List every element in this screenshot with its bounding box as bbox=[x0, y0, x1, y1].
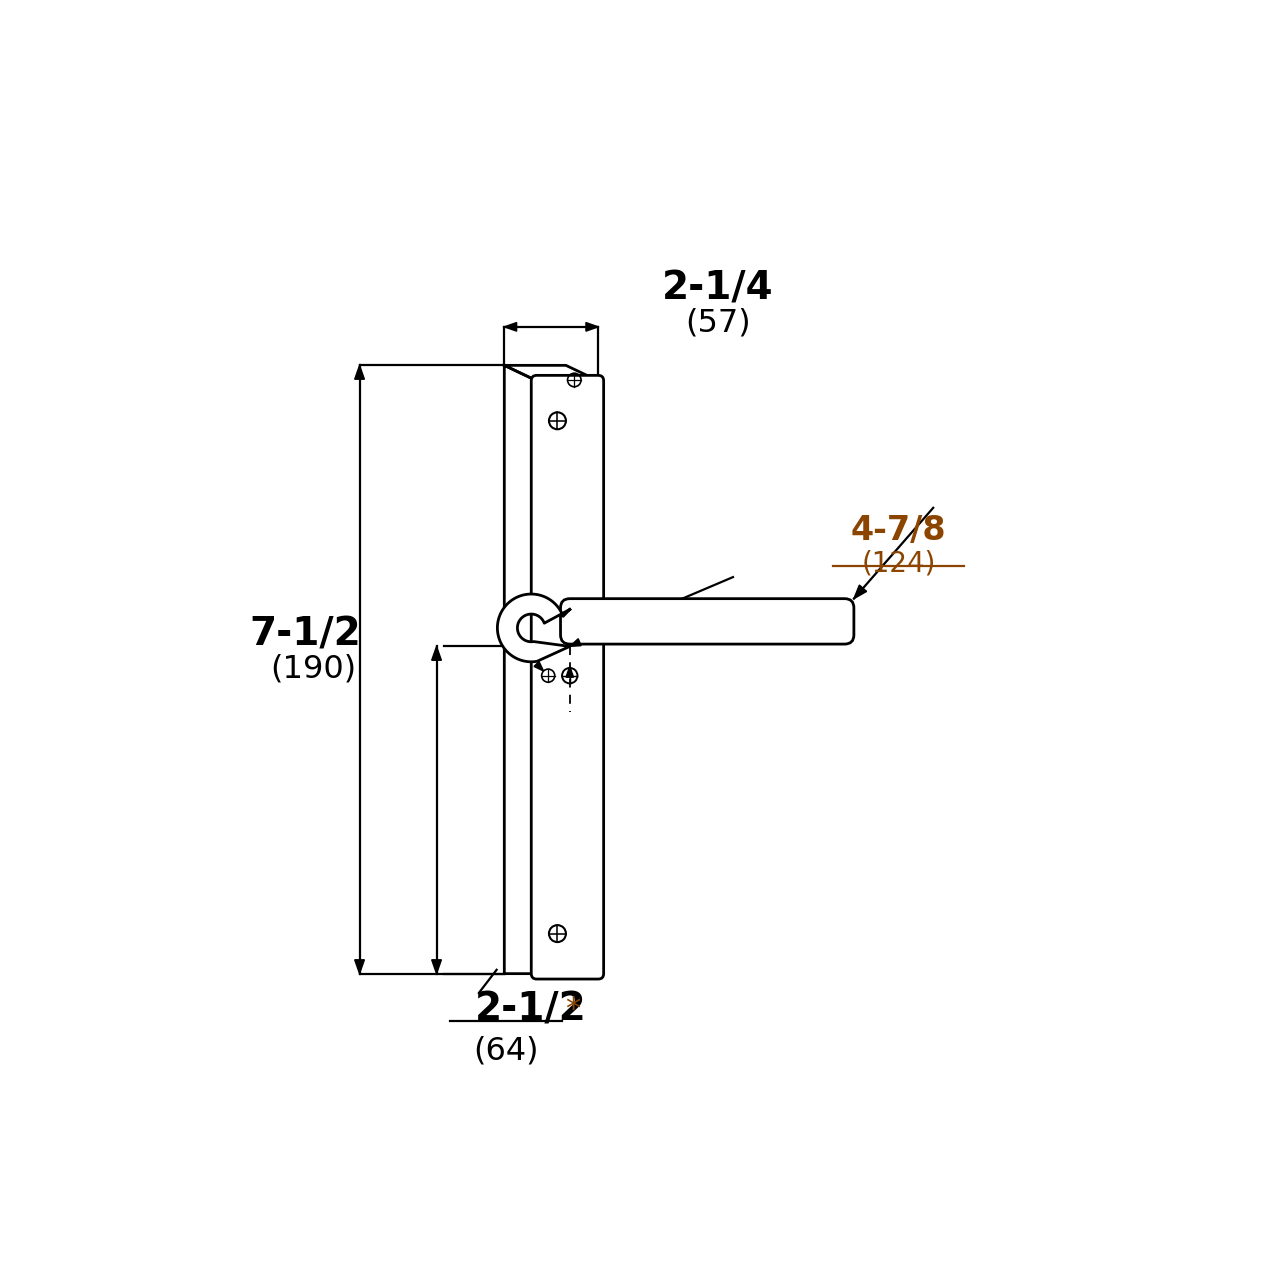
Text: (190): (190) bbox=[270, 654, 356, 685]
Polygon shape bbox=[498, 594, 570, 662]
Text: 4-7/8: 4-7/8 bbox=[851, 515, 946, 548]
Polygon shape bbox=[431, 960, 442, 974]
FancyBboxPatch shape bbox=[561, 599, 854, 644]
Polygon shape bbox=[355, 960, 365, 974]
Text: (124): (124) bbox=[861, 549, 936, 577]
Polygon shape bbox=[534, 662, 544, 671]
Polygon shape bbox=[566, 667, 573, 677]
FancyBboxPatch shape bbox=[531, 375, 604, 979]
Text: 2-1/4: 2-1/4 bbox=[662, 269, 773, 307]
Polygon shape bbox=[504, 323, 517, 332]
Polygon shape bbox=[504, 365, 598, 380]
Polygon shape bbox=[431, 646, 442, 660]
Text: 7-1/2: 7-1/2 bbox=[250, 616, 361, 654]
Polygon shape bbox=[504, 365, 536, 974]
Polygon shape bbox=[854, 585, 867, 599]
Text: *: * bbox=[566, 996, 580, 1024]
Text: (64): (64) bbox=[474, 1036, 539, 1066]
Text: (57): (57) bbox=[685, 307, 750, 338]
Polygon shape bbox=[355, 365, 365, 379]
Polygon shape bbox=[570, 639, 581, 646]
Polygon shape bbox=[586, 323, 598, 332]
Text: 2-1/2: 2-1/2 bbox=[475, 991, 586, 1029]
